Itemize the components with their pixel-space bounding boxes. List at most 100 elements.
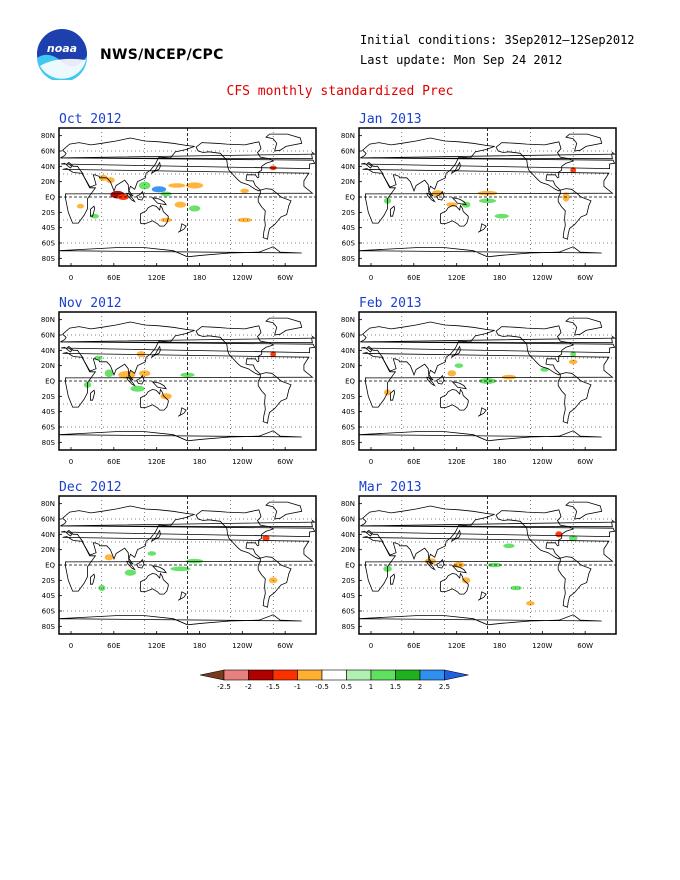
lat-tick-label: 20S <box>342 209 356 217</box>
org-name: NWS/NCEP/CPC <box>100 47 224 63</box>
coastline <box>126 192 136 203</box>
colorbar: -2.5 -2 -1.5 -1 -0.5 0.5 1 1.5 2 2.5 <box>196 668 486 696</box>
colorbar-swatch <box>346 669 372 681</box>
lat-tick-label: 80N <box>41 500 55 508</box>
lat-tick-label: 60N <box>41 516 55 524</box>
coastline <box>140 388 169 411</box>
coastline <box>126 560 136 571</box>
coastline <box>60 505 316 565</box>
coastline <box>477 591 487 601</box>
lon-tick-label: 120W <box>532 642 552 650</box>
lat-tick-label: 60S <box>42 608 56 616</box>
coastline <box>436 190 445 201</box>
coastline <box>59 246 302 266</box>
coastline <box>62 168 314 224</box>
anomaly-area <box>160 217 172 223</box>
lon-tick-label: 180 <box>493 458 506 466</box>
coastline <box>451 161 461 175</box>
coastline <box>136 374 145 385</box>
anomaly-area <box>118 371 136 379</box>
lat-tick-label: 20S <box>42 209 56 217</box>
lat-tick-label: 20S <box>342 393 356 401</box>
colorbar-label: 2 <box>418 683 422 691</box>
map-panel: 80N 60N 40N 20N EQ 20S 40S 60S 80S 0 60E 120E 180 120… <box>329 492 630 658</box>
anomaly-area <box>138 181 151 190</box>
anomaly-area <box>104 554 114 561</box>
anomaly-area <box>136 351 146 358</box>
lat-tick-label: EQ <box>45 194 55 202</box>
coastline <box>140 572 169 595</box>
anomaly-area <box>147 551 157 556</box>
lon-tick-label: 120W <box>232 274 252 282</box>
lat-tick-label: 80N <box>41 132 55 140</box>
lat-tick-label: 40S <box>342 592 356 600</box>
lat-tick-label: 60N <box>41 332 55 340</box>
coastline <box>440 204 469 227</box>
lon-tick-label: 0 <box>369 274 373 282</box>
lat-tick-label: 60S <box>342 240 356 248</box>
initial-conditions: Initial conditions: 3Sep2012–12Sep2012 <box>360 33 635 47</box>
anomaly-area <box>568 359 578 365</box>
anomaly-area <box>106 177 115 184</box>
coastline <box>151 565 167 574</box>
anomaly-area <box>461 577 471 584</box>
coastline <box>257 188 292 240</box>
colorbar-swatch <box>419 669 445 681</box>
lat-tick-label: 80N <box>341 500 355 508</box>
panel-title: Jan 2013 <box>359 112 422 127</box>
coastline <box>60 519 316 528</box>
anomaly-area <box>503 543 515 549</box>
coastline <box>195 325 275 376</box>
lat-tick-label: 80S <box>42 623 56 631</box>
lat-tick-label: 60N <box>341 148 355 156</box>
coastline <box>495 325 575 376</box>
anomaly-area <box>454 363 464 368</box>
lat-tick-label: 60N <box>41 148 55 156</box>
coastline <box>451 565 467 574</box>
lon-tick-label: 0 <box>69 642 73 650</box>
coastline <box>359 614 602 634</box>
panel-title: Dec 2012 <box>59 480 122 495</box>
anomaly-area <box>431 190 444 197</box>
lat-tick-label: 60N <box>341 332 355 340</box>
lon-tick-label: 60W <box>277 458 293 466</box>
lat-tick-label: 20N <box>341 546 355 554</box>
coastline <box>390 573 396 585</box>
coastline <box>360 137 616 197</box>
coastline <box>565 501 603 520</box>
lat-tick-label: 60S <box>342 608 356 616</box>
lon-tick-label: 60E <box>107 642 120 650</box>
lat-tick-label: 20N <box>41 362 55 370</box>
coastline <box>151 529 161 543</box>
coastline <box>151 381 167 390</box>
lat-tick-label: 20S <box>42 577 56 585</box>
anomaly-area <box>237 217 252 223</box>
coastline <box>477 223 487 233</box>
lat-tick-label: 40N <box>341 347 355 355</box>
lat-tick-label: 80N <box>341 132 355 140</box>
coastline <box>557 556 592 608</box>
colorbar-swatch <box>248 669 274 681</box>
coastline <box>390 205 396 217</box>
anomaly-area <box>568 535 578 542</box>
lat-tick-label: 40N <box>341 163 355 171</box>
anomaly-area <box>494 213 509 219</box>
lat-tick-label: 80N <box>341 316 355 324</box>
lon-tick-label: 120W <box>232 642 252 650</box>
colorbar-swatch <box>297 669 323 681</box>
anomaly-area <box>510 585 522 591</box>
logo-text: noaa <box>47 42 77 55</box>
coastline <box>557 188 592 240</box>
lon-tick-label: 60E <box>107 274 120 282</box>
coastline <box>59 614 302 634</box>
anomaly-area <box>170 566 191 572</box>
coastline <box>136 558 145 569</box>
lat-tick-label: 40S <box>342 224 356 232</box>
anomaly-area <box>570 167 577 174</box>
lon-tick-label: 120E <box>448 642 466 650</box>
map-panel: 80N 60N 40N 20N EQ 20S 40S 60S 80S 0 60E 120E 180 120… <box>29 124 330 290</box>
figure-title: CFS monthly standardized Prec <box>226 84 454 99</box>
coastline <box>362 168 614 224</box>
lon-tick-label: 60E <box>407 642 420 650</box>
lat-tick-label: 40N <box>41 163 55 171</box>
